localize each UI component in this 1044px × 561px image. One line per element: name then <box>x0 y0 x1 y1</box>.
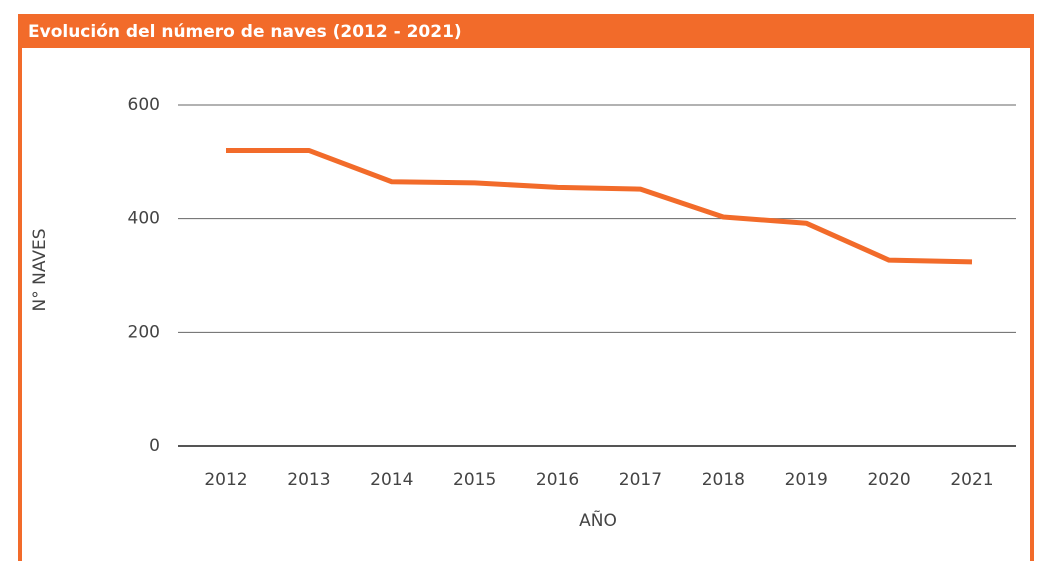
y-tick-label: 600 <box>128 95 160 115</box>
y-axis-label: N° NAVES <box>30 228 50 311</box>
x-tick-label: 2020 <box>867 470 910 490</box>
y-tick-label: 400 <box>128 209 160 229</box>
x-tick-label: 2014 <box>370 470 413 490</box>
x-axis-label: AÑO <box>579 509 617 531</box>
left-border <box>18 48 22 561</box>
right-border <box>1030 48 1034 561</box>
y-tick-label: 200 <box>128 322 160 342</box>
x-tick-label: 2017 <box>619 470 662 490</box>
x-tick-label: 2021 <box>950 470 993 490</box>
x-tick-label: 2012 <box>204 470 247 490</box>
x-tick-label: 2013 <box>287 470 330 490</box>
x-tick-label: 2019 <box>785 470 828 490</box>
x-tick-label: 2018 <box>702 470 745 490</box>
x-tick-label: 2015 <box>453 470 496 490</box>
chart-title: Evolución del número de naves (2012 - 20… <box>28 22 462 42</box>
x-tick-label: 2016 <box>536 470 579 490</box>
line-series <box>226 147 973 265</box>
y-tick-label: 0 <box>149 436 160 456</box>
header-bar <box>18 14 1034 48</box>
